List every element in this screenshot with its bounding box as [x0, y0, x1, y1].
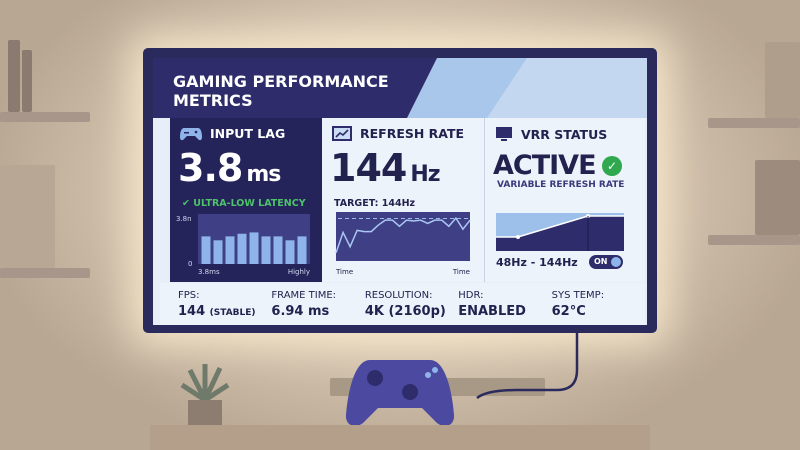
stat-value: 62°C	[551, 304, 586, 319]
right-shelf-bottom	[708, 235, 800, 245]
tv-table	[150, 425, 650, 450]
monitor-icon	[496, 127, 512, 141]
check-icon: ✔	[182, 198, 194, 209]
cable	[476, 330, 579, 400]
vrr-toggle[interactable]: ON	[589, 255, 623, 269]
stat-value: 144	[178, 304, 206, 319]
stat-label: RESOLUTION:	[364, 290, 433, 301]
right-shelf-top	[708, 118, 800, 128]
input-lag-bar	[213, 240, 223, 264]
tv: GAMING PERFORMANCE METRICS INPUT LAG 3.8…	[143, 48, 657, 333]
books	[755, 160, 800, 235]
y-top-label: 3.8n	[176, 215, 192, 223]
toggle-label: ON	[594, 257, 608, 266]
vrr-subtitle: VARIABLE REFRESH RATE	[497, 180, 625, 190]
left-stick	[367, 370, 383, 386]
plant	[180, 364, 230, 428]
toggle-knob	[611, 257, 621, 267]
x-right-label: Time	[452, 268, 470, 276]
stat-hdr: HDR: ENABLED	[458, 290, 551, 325]
vrr-range: 48Hz - 144Hz	[496, 256, 578, 269]
x-left-label: 3.8ms	[198, 268, 220, 276]
frame	[765, 42, 800, 118]
plant-leaves	[180, 364, 230, 403]
vrr-line	[496, 215, 624, 238]
game-controller	[345, 330, 579, 427]
y-bottom-label: 0	[188, 260, 192, 268]
refresh-target: TARGET: 144Hz	[334, 198, 416, 209]
input-lag-bar	[297, 236, 307, 264]
check-circle-icon: ✓	[601, 155, 622, 176]
stat-label: SYS TEMP:	[551, 290, 605, 301]
input-lag-bar	[261, 236, 271, 264]
left-shelf-bottom	[0, 268, 90, 278]
vrr-panel: VRR STATUS ACTIVE ✓ VARIABLE REFRESH RATE…	[485, 118, 645, 282]
point	[516, 235, 520, 239]
face-button	[425, 372, 431, 378]
vrr-range-chart	[496, 213, 624, 251]
stat-label: FRAME TIME:	[271, 290, 337, 301]
plant-pot	[188, 400, 222, 428]
stat-suffix: (STABLE)	[209, 308, 256, 318]
vrr-area	[496, 216, 624, 251]
input-lag-value: 3.8	[178, 146, 243, 190]
stat-label: FPS:	[178, 290, 200, 301]
stat-value: ENABLED	[458, 304, 526, 319]
input-lag-bar	[225, 236, 235, 264]
picture-frame	[0, 165, 55, 268]
refresh-rate-unit: Hz	[410, 162, 440, 187]
latency-status: ULTRA-LOW LATENCY	[193, 198, 306, 209]
line-chart-icon	[332, 126, 352, 141]
vrr-status: ACTIVE	[493, 150, 597, 181]
book	[22, 50, 32, 112]
input-lag-panel: INPUT LAG 3.8 ms ✔ ULTRA-LOW LATENCY 3.8n…	[170, 118, 322, 282]
face-button	[432, 367, 438, 373]
input-lag-bar	[237, 233, 247, 264]
chart-bg	[336, 212, 470, 261]
header: GAMING PERFORMANCE METRICS	[153, 58, 647, 118]
input-lag-bar	[273, 236, 283, 264]
stat-value: 6.94 ms	[271, 304, 330, 319]
input-lag-bar	[249, 232, 259, 264]
input-lag-bar	[201, 236, 211, 264]
stat-label: HDR:	[458, 290, 484, 301]
refresh-rate-panel: REFRESH RATE 144 Hz TARGET: 144Hz Time Ti…	[322, 118, 485, 282]
stat-sys-temp: SYS TEMP: 62°C	[552, 290, 645, 325]
stats-bar: FPS: 144 (STABLE) FRAME TIME: 6.94 ms RESO…	[160, 283, 645, 325]
input-lag-unit: ms	[246, 162, 281, 187]
stat-resolution: RESOLUTION: 4K (2160p)	[365, 290, 458, 325]
refresh-rate-line	[335, 216, 471, 254]
refresh-rate-label: REFRESH RATE	[360, 126, 465, 141]
vrr-label: VRR STATUS	[521, 126, 608, 142]
stat-value: 4K (2160p)	[364, 304, 446, 319]
stat-frame-time: FRAME TIME: 6.94 ms	[271, 290, 364, 325]
dashboard-screen: GAMING PERFORMANCE METRICS INPUT LAG 3.8…	[153, 58, 647, 325]
input-lag-bar	[285, 240, 295, 264]
book	[8, 40, 20, 112]
right-stick	[402, 384, 418, 400]
input-lag-bar-chart: 3.8n 0 3.8ms Highly	[176, 214, 310, 276]
refresh-rate-line-chart: Time Time	[335, 212, 471, 276]
input-lag-label: INPUT LAG	[210, 126, 286, 141]
stat-fps: FPS: 144 (STABLE)	[178, 290, 271, 325]
x-left-label: Time	[335, 268, 353, 276]
left-shelf-top	[0, 112, 90, 122]
page-title: GAMING PERFORMANCE METRICS	[173, 72, 389, 110]
gamepad-icon	[180, 127, 202, 140]
refresh-rate-value: 144	[330, 146, 407, 190]
x-right-label: Highly	[288, 268, 310, 276]
